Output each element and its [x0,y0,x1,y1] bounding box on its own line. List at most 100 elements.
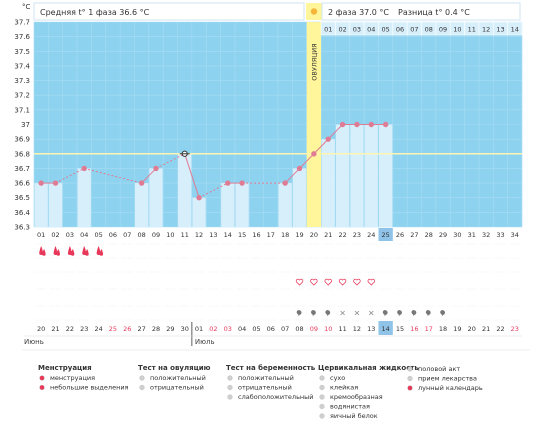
cycle-day-label[interactable]: 22 [338,231,346,239]
creamy-icon[interactable] [411,310,417,317]
menstruation-icon[interactable] [39,246,46,256]
menstruation-icon[interactable] [96,246,104,256]
heart-icon[interactable] [338,278,347,286]
menstruation-icon[interactable] [82,246,89,256]
temp-point[interactable] [296,165,303,172]
creamy-icon[interactable] [397,310,402,317]
creamy-icon[interactable] [440,310,446,317]
temp-point[interactable] [196,195,202,201]
temp-point[interactable] [138,180,145,186]
temp-point[interactable] [52,180,59,186]
temp-point[interactable] [311,151,317,157]
calendar-date-label[interactable]: 21 [482,325,490,333]
heart-icon[interactable] [295,278,304,286]
temp-point[interactable] [153,165,159,172]
calendar-date-label[interactable]: 11 [338,325,346,333]
cycle-day-label[interactable]: 18 [281,231,289,239]
calendar-date-label[interactable]: 23 [80,325,88,333]
heart-icon[interactable] [353,278,361,286]
temp-point[interactable] [225,180,231,186]
calendar-date-label[interactable]: 18 [439,325,447,333]
calendar-date-label[interactable]: 13 [367,325,375,333]
calendar-date-label[interactable]: 14 [382,325,390,333]
cycle-day-label[interactable]: 15 [238,231,246,239]
creamy-icon[interactable] [325,310,331,317]
calendar-date-label[interactable]: 08 [295,325,303,333]
temp-point[interactable] [382,121,389,128]
temp-point[interactable] [81,165,87,172]
creamy-icon[interactable] [311,310,316,317]
cycle-day-label[interactable]: 34 [511,231,519,239]
cycle-day-label[interactable]: 13 [209,231,217,239]
creamy-icon[interactable] [382,310,388,317]
calendar-date-label[interactable]: 24 [94,325,102,333]
cycle-day-label[interactable]: 26 [396,231,404,239]
calendar-date-label[interactable]: 28 [152,325,160,333]
cycle-day-label[interactable]: 06 [109,231,117,239]
calendar-date-label[interactable]: 06 [267,325,275,333]
dry-icon[interactable] [369,310,374,316]
calendar-date-label[interactable]: 12 [353,325,361,333]
calendar-date-label[interactable]: 04 [238,325,246,333]
calendar-date-label[interactable]: 22 [496,325,504,333]
cycle-day-label[interactable]: 28 [425,231,433,239]
cycle-day-label[interactable]: 07 [123,231,131,239]
cycle-day-label[interactable]: 19 [295,231,303,239]
cycle-day-label[interactable]: 10 [166,231,174,239]
calendar-date-label[interactable]: 25 [109,325,117,333]
cycle-day-label[interactable]: 01 [37,231,45,239]
calendar-date-label[interactable]: 27 [138,325,146,333]
heart-icon[interactable] [367,278,375,286]
cycle-day-label[interactable]: 02 [51,231,59,239]
calendar-date-label[interactable]: 29 [166,325,174,333]
cycle-day-label[interactable]: 14 [224,231,232,239]
temp-point[interactable] [368,121,374,128]
cycle-day-label[interactable]: 17 [267,231,275,239]
cycle-day-label[interactable]: 27 [410,231,418,239]
calendar-date-label[interactable]: 02 [209,325,217,333]
calendar-date-label[interactable]: 16 [410,325,418,333]
calendar-date-label[interactable]: 15 [396,325,404,333]
calendar-date-label[interactable]: 22 [66,325,74,333]
calendar-date-label[interactable]: 07 [281,325,289,333]
cycle-day-label[interactable]: 29 [439,231,447,239]
cycle-day-label[interactable]: 05 [94,231,102,239]
calendar-date-label[interactable]: 20 [468,325,476,333]
calendar-date-label[interactable]: 23 [511,325,519,333]
cycle-day-label[interactable]: 04 [80,231,88,239]
calendar-date-label[interactable]: 03 [224,325,232,333]
calendar-date-label[interactable]: 30 [181,325,189,333]
heart-icon[interactable] [324,278,332,286]
creamy-icon[interactable] [425,310,431,317]
temp-point[interactable] [354,121,360,128]
cycle-day-label[interactable]: 25 [382,231,390,239]
temp-point[interactable] [38,180,44,186]
calendar-date-label[interactable]: 17 [425,325,433,333]
calendar-date-label[interactable]: 20 [37,325,45,333]
cycle-day-label[interactable]: 11 [181,231,189,239]
cycle-day-label[interactable]: 33 [496,231,504,239]
calendar-date-label[interactable]: 21 [51,325,59,333]
calendar-date-label[interactable]: 10 [324,325,332,333]
cycle-day-label[interactable]: 21 [324,231,332,239]
cycle-day-label[interactable]: 16 [252,231,260,239]
creamy-icon[interactable] [296,310,302,317]
menstruation-icon[interactable] [67,246,75,256]
cycle-day-label[interactable]: 31 [468,231,476,239]
calendar-date-label[interactable]: 01 [195,325,203,333]
calendar-date-label[interactable]: 19 [453,325,461,333]
cycle-day-label[interactable]: 12 [195,231,203,239]
temp-point[interactable] [282,180,288,186]
cycle-day-label[interactable]: 09 [152,231,160,239]
calendar-date-label[interactable]: 26 [123,325,131,333]
cycle-day-label[interactable]: 30 [453,231,461,239]
heart-icon[interactable] [310,278,318,286]
cycle-day-label[interactable]: 24 [367,231,375,239]
temp-point[interactable] [339,121,346,128]
cycle-day-label[interactable]: 20 [310,231,318,239]
cycle-day-label[interactable]: 23 [353,231,361,239]
dry-icon[interactable] [340,310,345,316]
dry-icon[interactable] [354,310,360,316]
temp-point[interactable] [239,180,245,186]
cycle-day-label[interactable]: 08 [138,231,146,239]
